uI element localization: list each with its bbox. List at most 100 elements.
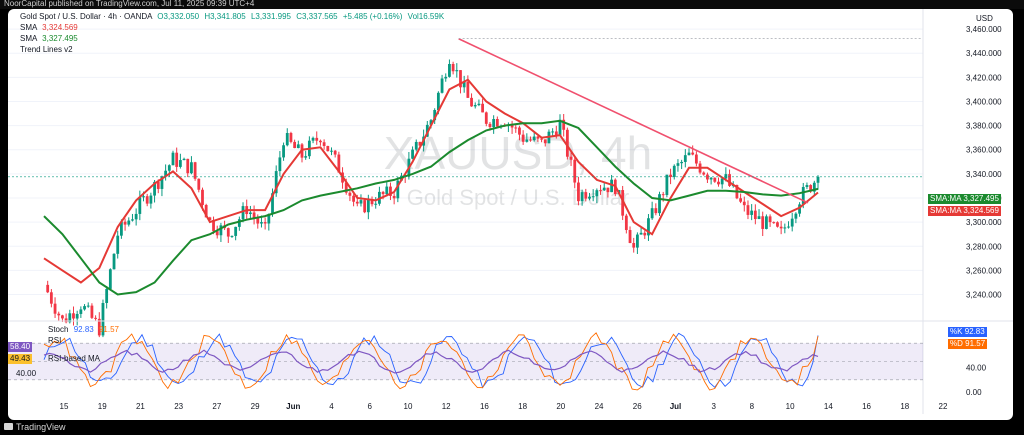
- stoch-k-value: 92.83: [73, 325, 94, 334]
- candle-body: [470, 97, 473, 107]
- price-chart[interactable]: 3,460.000 3,440.000 3,420.000 3,400.000 3,38…: [8, 9, 1013, 420]
- time-axis-label: 19: [98, 402, 107, 411]
- candle-body: [182, 158, 186, 161]
- candle-body: [573, 159, 577, 183]
- trendlines-legend[interactable]: Trend Lines v2: [20, 45, 73, 55]
- candle-body: [167, 165, 171, 171]
- candle-body: [591, 196, 595, 198]
- candle-body: [488, 123, 492, 128]
- candle-body: [197, 178, 201, 190]
- sma1-value: 3,324.569: [42, 23, 78, 32]
- candle-body: [510, 124, 514, 128]
- price-tick-label: 3,440.000: [966, 49, 1002, 58]
- volume-value: Vol16.59K: [407, 12, 445, 21]
- candle-body: [742, 201, 746, 206]
- candle-body: [768, 216, 772, 223]
- time-axis-label: 6: [368, 402, 373, 411]
- candle-body: [816, 176, 820, 183]
- candle-body: [289, 132, 293, 142]
- candle-body: [624, 215, 628, 231]
- candle-body: [661, 194, 665, 196]
- candle-body: [455, 70, 459, 72]
- time-axis-label: 16: [862, 402, 871, 411]
- rsi-ma-legend[interactable]: RSI-based MA: [48, 354, 100, 364]
- candle-body: [514, 127, 518, 129]
- candle-body: [68, 313, 72, 323]
- candle-body: [252, 212, 256, 218]
- candle-body: [46, 284, 50, 293]
- footer-brand[interactable]: TradingView: [16, 422, 66, 432]
- time-axis-label: Jun: [286, 402, 300, 411]
- candle-body: [779, 226, 783, 229]
- candle-body: [414, 141, 418, 150]
- price-tick-label: 3,300.000: [966, 218, 1002, 227]
- candle-body: [385, 186, 389, 195]
- candle-body: [676, 163, 680, 166]
- candle-body: [90, 305, 94, 318]
- candle-body: [101, 302, 105, 336]
- sma2-legend[interactable]: SMA 3,327.495: [20, 34, 78, 44]
- candle-body: [665, 174, 669, 195]
- candle-body: [178, 160, 182, 167]
- candle-body: [389, 186, 392, 196]
- candle-body: [123, 221, 127, 225]
- candle-body: [105, 288, 109, 303]
- candle-body: [75, 313, 79, 319]
- candle-body: [330, 150, 333, 152]
- candle-body: [518, 127, 521, 135]
- rsi-legend[interactable]: RSI: [48, 336, 61, 346]
- sma1-legend[interactable]: SMA 3,324.569: [20, 23, 78, 33]
- candle-body: [765, 216, 768, 229]
- candle-body: [344, 182, 348, 193]
- candle-body: [536, 136, 540, 139]
- candle-body: [495, 119, 499, 127]
- stoch-d-tag-value: 91.57: [965, 339, 986, 348]
- candle-body: [230, 235, 234, 237]
- time-axis-label: 21: [136, 402, 145, 411]
- candle-body: [337, 154, 341, 173]
- candle-body: [215, 231, 219, 236]
- candle-body: [131, 219, 134, 221]
- time-axis-label: 22: [939, 402, 948, 411]
- stoch-k-line: [43, 332, 819, 389]
- chart-frame[interactable]: 3,460.000 3,440.000 3,420.000 3,400.000 3,38…: [8, 9, 1013, 420]
- price-tick-label: 3,280.000: [966, 242, 1002, 251]
- sma-green-tag: SMA:MA 3,327.495: [928, 194, 1001, 204]
- candle-body: [411, 149, 414, 159]
- candle-body: [680, 161, 684, 164]
- candle-body: [396, 180, 400, 199]
- candle-body: [683, 155, 687, 162]
- candle-body: [285, 132, 289, 146]
- candle-body: [753, 210, 757, 220]
- candle-body: [672, 165, 676, 177]
- time-axis-label: 18: [900, 402, 909, 411]
- candle-body: [739, 198, 742, 202]
- candle-body: [492, 119, 496, 128]
- candle-body: [728, 174, 731, 186]
- candle-body: [772, 222, 776, 224]
- price-tick-label: 3,400.000: [966, 97, 1002, 106]
- candle-body: [271, 193, 274, 214]
- symbol-title[interactable]: Gold Spot / U.S. Dollar · 4h · OANDA: [20, 12, 153, 21]
- candle-body: [219, 225, 223, 236]
- candle-body: [49, 292, 53, 304]
- candle-body: [171, 152, 175, 166]
- candle-body: [156, 181, 160, 189]
- time-axis-label: 26: [633, 402, 642, 411]
- sma-green-tag-value: 3,327.495: [963, 194, 999, 203]
- candle-body: [628, 230, 632, 244]
- candle-body: [429, 120, 433, 125]
- candle-body: [724, 174, 728, 179]
- candle-body: [790, 218, 794, 227]
- header-caption: NoorCapital published on TradingView.com…: [4, 0, 255, 8]
- candle-body: [529, 139, 532, 141]
- candle-body: [584, 192, 588, 199]
- time-axis-label: 24: [595, 402, 604, 411]
- candle-body: [175, 152, 179, 167]
- candle-body: [636, 234, 639, 248]
- stoch-legend[interactable]: Stoch 92.83 91.57: [48, 325, 119, 335]
- sma2-value: 3,327.495: [42, 34, 78, 43]
- candle-body: [783, 227, 787, 229]
- sma1-label: SMA: [20, 23, 37, 32]
- candle-body: [97, 318, 101, 336]
